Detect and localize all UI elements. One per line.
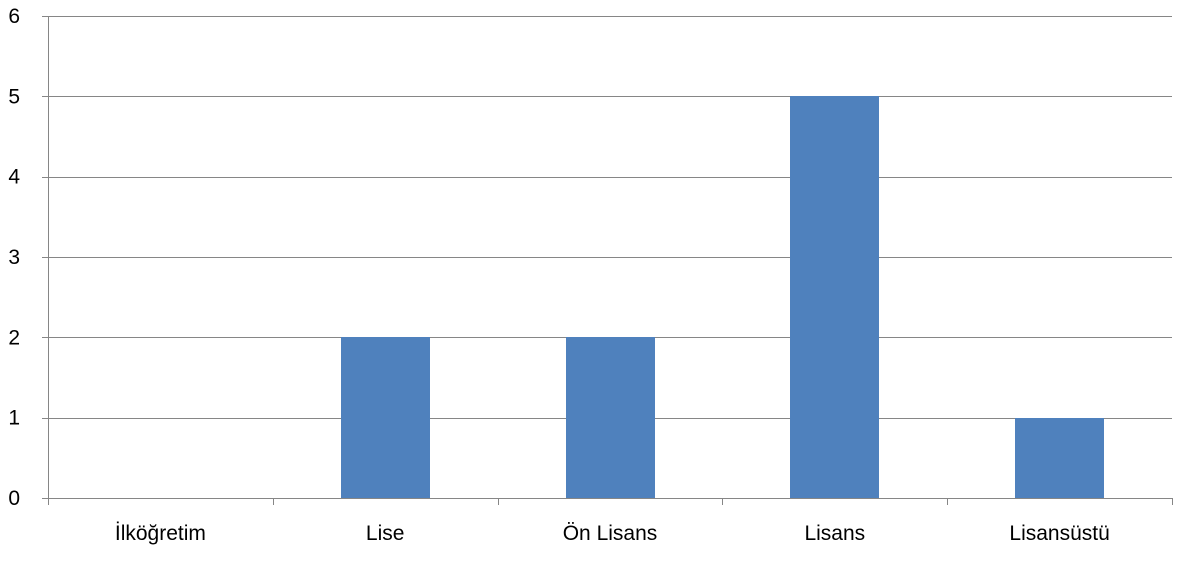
bar-4	[1015, 418, 1104, 498]
x-tick-label-3: Lisans	[804, 522, 865, 545]
y-tick-label-3: 3	[8, 246, 20, 269]
x-tick-label-1: Lise	[366, 522, 405, 545]
x-tick-label-0: İlköğretim	[115, 522, 206, 545]
bar-2	[566, 337, 655, 498]
y-tick-label-2: 2	[8, 326, 20, 349]
axes	[42, 16, 1173, 505]
tick-labels: 0 1 2 3 4 5 6 İlköğretim Lise Ön Lisans Lisans Lisa…	[8, 5, 1109, 545]
bar-1	[341, 337, 430, 498]
y-tick-label-5: 5	[8, 85, 20, 108]
y-tick-label-0: 0	[8, 487, 20, 510]
y-tick-label-6: 6	[8, 5, 20, 28]
x-tick-label-2: Ön Lisans	[563, 522, 658, 545]
x-tick-label-4: Lisansüstü	[1009, 522, 1109, 545]
gridlines	[48, 16, 1172, 419]
bar-3	[790, 96, 879, 498]
y-tick-label-1: 1	[8, 407, 20, 430]
bars	[341, 96, 1104, 498]
y-tick-label-4: 4	[8, 166, 20, 189]
